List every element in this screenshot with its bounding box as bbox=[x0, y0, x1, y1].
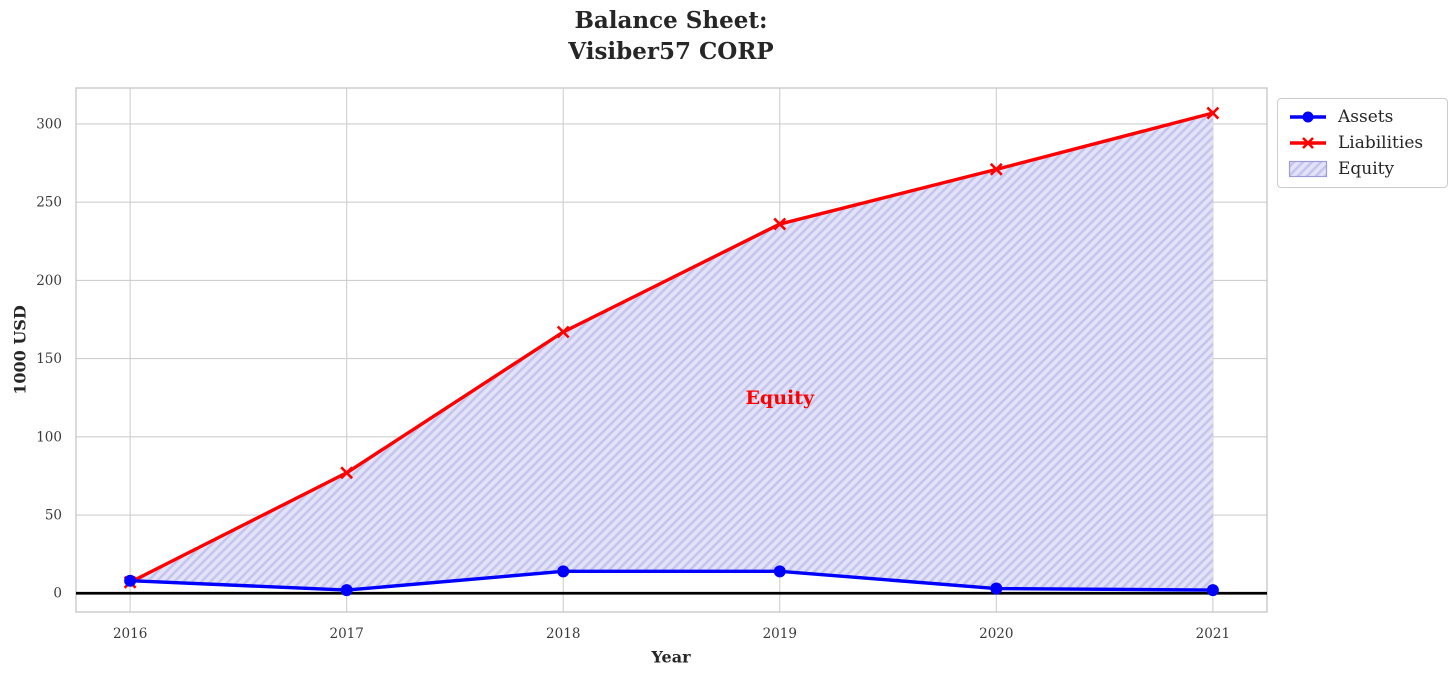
liabilities-line bbox=[128, 111, 1215, 584]
legend-label-equity: Equity bbox=[1338, 159, 1395, 179]
legend-label-liabilities: Liabilities bbox=[1338, 133, 1424, 153]
x-tick-label: 2021 bbox=[1196, 626, 1230, 642]
chart-title-line1: Balance Sheet: bbox=[574, 7, 768, 34]
y-tick-label: 200 bbox=[36, 273, 62, 289]
legend: Assets Liabilities Equity bbox=[1277, 98, 1448, 188]
chart-title: Balance Sheet: Visiber57 CORP bbox=[568, 5, 773, 67]
x-tick-label: 2017 bbox=[330, 626, 364, 642]
equity-fill-area bbox=[130, 113, 1213, 591]
equity-patch-swatch-icon bbox=[1288, 160, 1328, 178]
liabilities-line-swatch-icon bbox=[1290, 137, 1326, 149]
y-tick-label: 150 bbox=[36, 351, 62, 367]
legend-label-assets: Assets bbox=[1338, 107, 1394, 127]
assets-markers bbox=[124, 565, 1219, 597]
x-tick-label: 2016 bbox=[113, 626, 147, 642]
plot-border bbox=[75, 87, 1268, 613]
assets-line-swatch-icon bbox=[1290, 111, 1326, 123]
y-tick-label: 0 bbox=[53, 586, 62, 602]
y-tick-label: 100 bbox=[36, 429, 62, 445]
y-tick-label: 300 bbox=[36, 116, 62, 132]
y-axis-label: 1000 USD bbox=[10, 305, 30, 395]
x-tick-label: 2018 bbox=[546, 626, 580, 642]
liabilities-markers bbox=[123, 106, 1220, 589]
x-tick-label: 2019 bbox=[763, 626, 797, 642]
tick-labels: 2016 2017 2018 2019 2020 2021 0 50 100 150 200 250 3… bbox=[36, 116, 1230, 642]
equity-annotation: Equity bbox=[745, 386, 815, 409]
legend-item-liabilities: Liabilities bbox=[1287, 133, 1435, 153]
y-tick-label: 50 bbox=[45, 508, 62, 524]
x-axis-label: Year bbox=[651, 647, 691, 667]
x-tick-label: 2020 bbox=[979, 626, 1013, 642]
y-tick-label: 250 bbox=[36, 195, 62, 211]
legend-item-equity: Equity bbox=[1287, 159, 1435, 179]
legend-item-assets: Assets bbox=[1287, 107, 1435, 127]
assets-line bbox=[128, 569, 1215, 592]
chart-title-line2: Visiber57 CORP bbox=[568, 38, 774, 65]
